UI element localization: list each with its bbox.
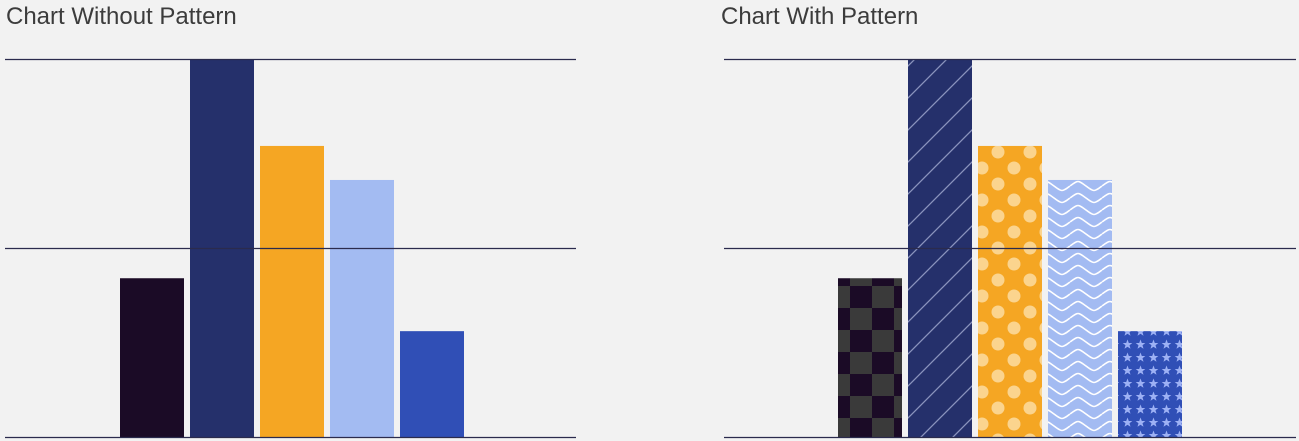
bar-4 xyxy=(1048,179,1112,437)
chart-title: Chart With Pattern xyxy=(721,3,919,30)
gridlines xyxy=(724,58,1296,439)
bar-5 xyxy=(1118,331,1182,437)
bar-4 xyxy=(330,179,394,437)
bar-1 xyxy=(838,278,902,437)
chart-title: Chart Without Pattern xyxy=(6,3,237,30)
bar-chart xyxy=(724,58,1296,439)
bar-chart xyxy=(5,58,576,439)
bar-3 xyxy=(260,145,324,437)
bar-3 xyxy=(978,145,1042,437)
chart-without-pattern: Chart Without Pattern xyxy=(0,0,600,441)
bar-5 xyxy=(400,331,464,437)
bar-1 xyxy=(120,278,184,437)
chart-with-pattern: Chart With Pattern xyxy=(718,0,1299,441)
gridlines xyxy=(5,58,576,439)
